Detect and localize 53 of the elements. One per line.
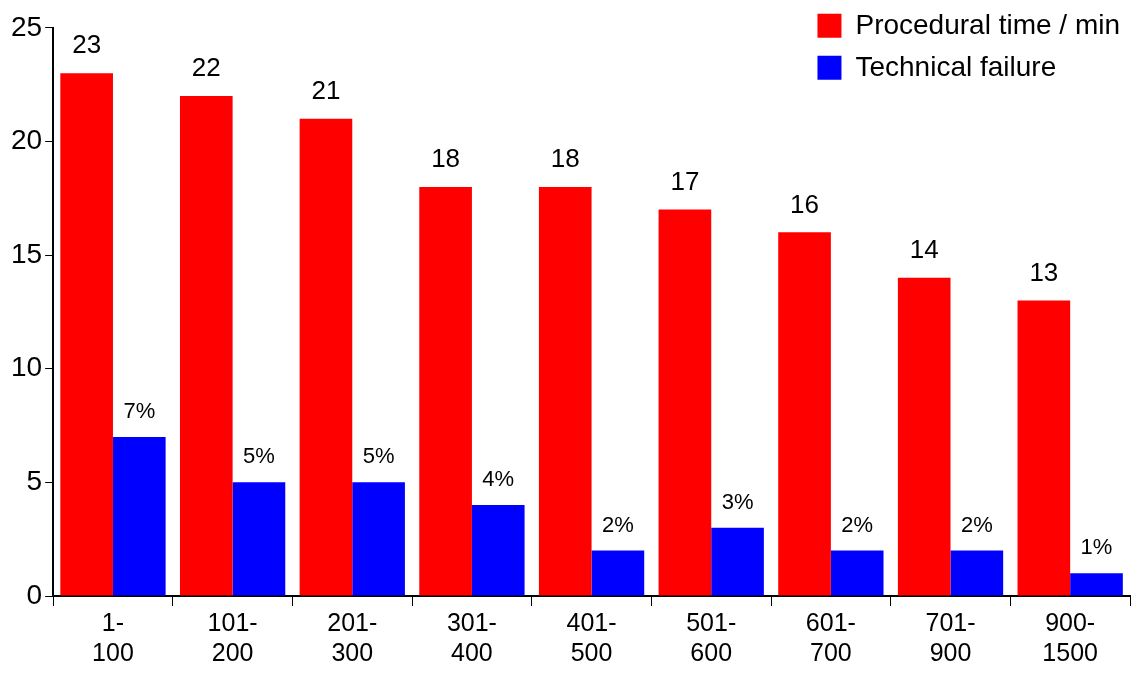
- bar: [897, 277, 951, 596]
- data-label: 16: [790, 188, 820, 219]
- bar: [112, 436, 166, 596]
- data-label: 2%: [602, 511, 634, 537]
- data-label: 2%: [960, 511, 993, 537]
- bar: [778, 232, 831, 596]
- bar: [419, 186, 472, 596]
- data-label: 17: [670, 165, 700, 196]
- data-label: 14: [909, 233, 939, 264]
- bar: [1070, 573, 1123, 596]
- bar: [352, 482, 405, 596]
- bar: [60, 73, 113, 596]
- x-tick-label: 701-900: [925, 607, 976, 666]
- legend-label: Procedural time / min: [855, 8, 1121, 40]
- bar: [658, 209, 712, 596]
- bar: [591, 550, 645, 596]
- data-label: 23: [72, 29, 102, 60]
- bar: [1017, 300, 1071, 596]
- y-tick-label: 10: [10, 351, 43, 383]
- x-tick-label: 201-300: [327, 607, 378, 666]
- bar: [538, 186, 592, 596]
- bar: [179, 95, 233, 596]
- y-tick-label: 20: [10, 124, 43, 156]
- x-tick-label: 401-500: [566, 607, 617, 666]
- bar: [830, 550, 884, 596]
- data-label: 18: [550, 143, 580, 174]
- data-label: 5%: [362, 443, 395, 469]
- data-label: 13: [1029, 256, 1059, 287]
- y-tick-label: 15: [10, 237, 43, 269]
- data-label: 4%: [482, 466, 515, 492]
- data-label: 3%: [721, 488, 754, 514]
- data-label: 18: [431, 143, 461, 174]
- data-label: 21: [311, 74, 341, 105]
- y-tick-label: 25: [10, 10, 43, 42]
- y-tick-label: 5: [26, 465, 43, 497]
- legend-label: Technical failure: [855, 50, 1057, 82]
- data-label: 5%: [243, 443, 275, 469]
- x-tick-label: 1-100: [92, 607, 134, 666]
- x-tick-label: 601-700: [805, 607, 856, 666]
- bar: [711, 527, 764, 596]
- bar: [950, 550, 1004, 596]
- bar: [471, 505, 525, 596]
- x-tick-label: 301-400: [446, 607, 497, 666]
- bar: [232, 482, 286, 596]
- x-tick-label: 101-200: [207, 607, 258, 666]
- data-label: 22: [191, 52, 221, 83]
- data-label: 7%: [123, 397, 156, 423]
- x-tick-label: 900-1500: [1042, 607, 1098, 666]
- x-tick-label: 501-600: [686, 607, 737, 666]
- bar: [299, 118, 353, 596]
- data-label: 2%: [841, 511, 874, 537]
- data-label: 1%: [1080, 534, 1113, 560]
- y-tick-label: 0: [26, 578, 43, 610]
